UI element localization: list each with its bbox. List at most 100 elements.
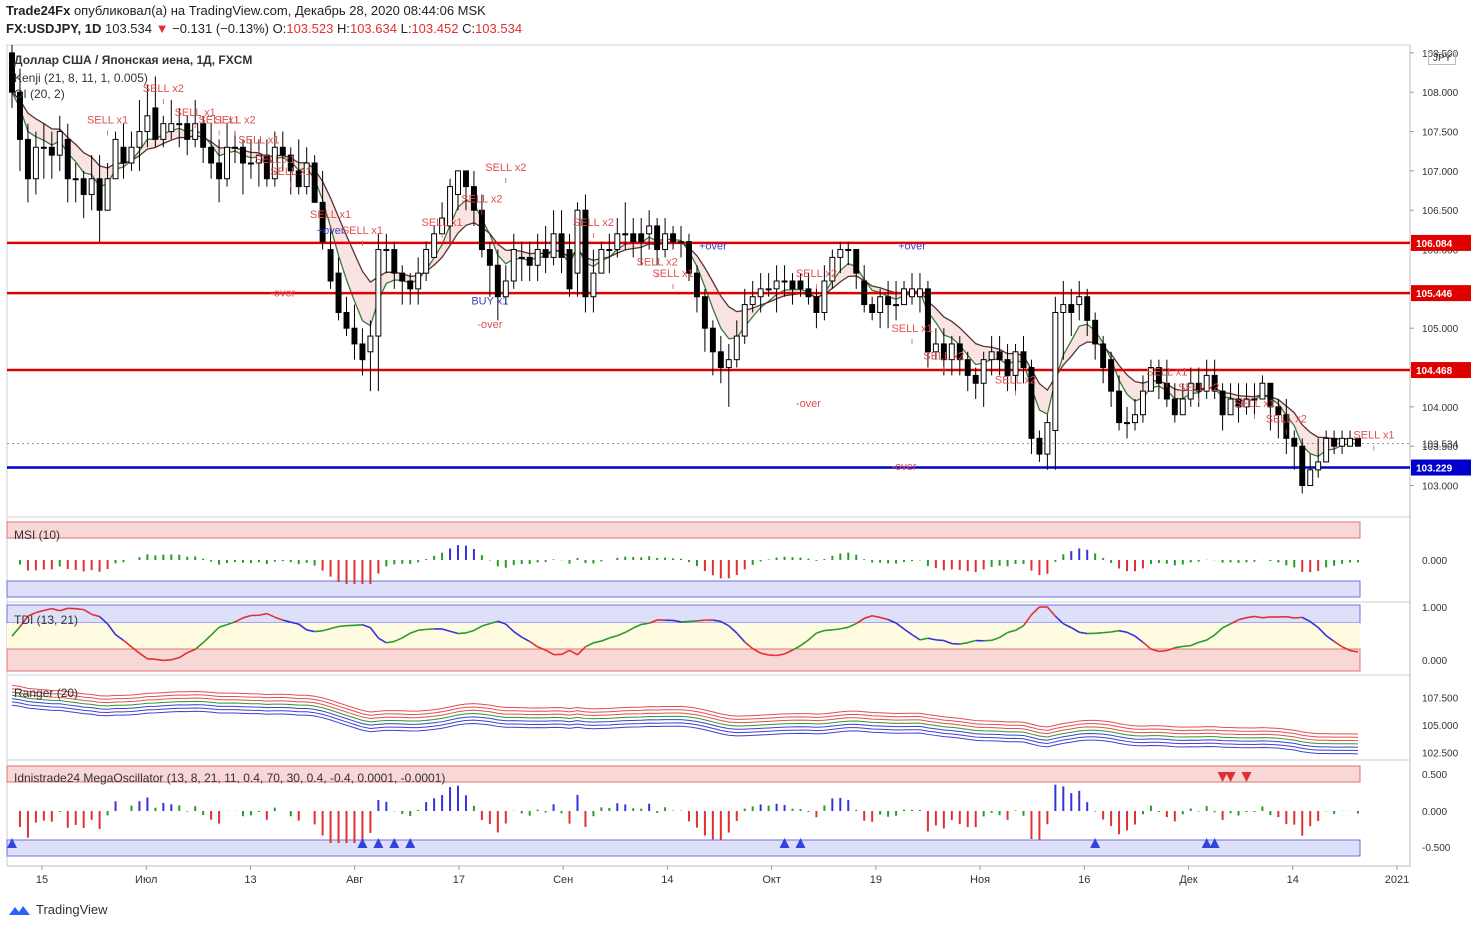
currency-badge[interactable]: JPY [1428, 52, 1457, 65]
over-label: +over [898, 241, 926, 253]
candle-body [725, 359, 732, 369]
candle-body [813, 296, 820, 313]
price-tick-label: 105.000 [1422, 324, 1459, 335]
tdi-line-segment [354, 624, 363, 627]
tdi-upper-zone [6, 604, 1361, 624]
tdi-line-segment [1214, 627, 1224, 636]
level-label-bg [1411, 285, 1471, 302]
tdi-line-segment [1190, 641, 1200, 647]
sell-signal-label: SELL x2 [573, 217, 614, 229]
tdi-line-segment [593, 640, 602, 644]
candle-body [1044, 422, 1051, 455]
tdi-line-segment [481, 622, 491, 627]
candle-body [208, 146, 215, 164]
tdi-line-segment [784, 649, 793, 655]
candle-body [327, 249, 334, 282]
kenji-label: Kenji (21, 8, 11, 1, 0.005) [14, 71, 148, 85]
price-tick-label: 106.000 [1422, 246, 1459, 257]
sell-signal-tick: ı [505, 175, 508, 185]
tdi-line-segment [1150, 648, 1160, 653]
candle-body [1108, 359, 1115, 392]
oi-label: OI (20, 2) [14, 87, 65, 101]
candle-body [964, 359, 971, 376]
published-text: опубликовал(а) на TradingView.com, Декаб… [73, 3, 486, 18]
tdi-line-segment [1142, 641, 1152, 650]
mega-buy-triangle-icon [389, 838, 400, 848]
candle-body [32, 146, 39, 180]
candle-body [1084, 296, 1091, 321]
down-arrow-icon: ▼ [155, 21, 169, 36]
mega-buy-triangle-icon [405, 838, 416, 848]
candle-body [1171, 398, 1178, 416]
tdi-line-segment [800, 639, 809, 647]
sell-signal-label: SELL x1 [421, 217, 462, 229]
time-tick-label: Авг [346, 874, 363, 886]
tdi-line-segment [83, 608, 93, 616]
tdi-line-segment [306, 629, 315, 633]
sell-signal-tick: ı [1166, 379, 1169, 389]
time-tick-label: 17 [453, 874, 465, 886]
tdi-line-segment [258, 612, 268, 617]
candle-body [853, 249, 860, 274]
candle-body [940, 343, 947, 361]
candle-body [1179, 398, 1186, 416]
sell-signal-tick: ı [218, 128, 221, 138]
candle-body [1092, 319, 1099, 345]
candle-body [216, 162, 223, 180]
ranger-band-line [11, 688, 1359, 738]
tdi-tick-label: 0.000 [1422, 656, 1447, 667]
time-tick-label: 16 [1078, 874, 1090, 886]
mega-tick-label: 0.000 [1422, 807, 1447, 818]
tdi-line-segment [122, 639, 132, 648]
sell-signal-label: SELL x1 [652, 268, 693, 280]
candle-body [1339, 437, 1346, 447]
tdi-line-segment [1158, 649, 1167, 653]
tdi-line-segment [210, 626, 220, 636]
candle-body [279, 146, 286, 156]
sell-signal-label: SELL x2 [995, 374, 1036, 386]
candle-body [502, 280, 509, 298]
tdi-line-segment [314, 629, 323, 633]
tdi-line-segment [194, 642, 204, 650]
sell-signal-label: SELL x1 [87, 115, 128, 127]
sell-signal-tick: ı [672, 281, 675, 291]
sell-signal-tick: ı [1285, 427, 1288, 437]
candle-body [1323, 437, 1330, 463]
tradingview-brand[interactable]: TradingView [8, 902, 108, 917]
candle-body [574, 209, 581, 274]
candle-body [1211, 374, 1218, 392]
candle-body [176, 123, 183, 126]
time-tick-label: 2021 [1385, 874, 1409, 886]
publisher-name: Trade24Fx [6, 3, 71, 18]
tdi-line-segment [138, 652, 148, 660]
candle-body [247, 162, 254, 165]
sell-signal-tick: ı [289, 179, 292, 189]
tdi-line-segment [393, 637, 403, 643]
tdi-line-segment [632, 623, 642, 629]
candle-body [184, 123, 191, 140]
tdi-line-segment [1022, 614, 1033, 627]
candle-body [837, 249, 844, 258]
over-label: -over [270, 288, 295, 300]
tdi-line-segment [489, 620, 499, 625]
candle-body [431, 233, 438, 258]
candle-body [733, 335, 740, 361]
tdi-tick-label: 1.000 [1422, 603, 1447, 614]
msi-lower-zone [6, 580, 1361, 598]
price-tick-label: 106.500 [1422, 206, 1459, 217]
ranger-tick-label: 105.000 [1422, 721, 1459, 732]
candle-body [144, 115, 151, 133]
candle-body [765, 288, 772, 291]
candle-body [781, 280, 788, 283]
level-label: 106.084 [1416, 239, 1453, 250]
mega-buy-triangle-icon [357, 838, 368, 848]
tdi-line-segment [1254, 615, 1263, 619]
candle-body [56, 131, 63, 156]
mega-sell-triangle-icon [1217, 772, 1228, 782]
tdi-line-segment [266, 612, 276, 618]
sell-signal-label: SELL x1 [198, 115, 239, 127]
candle-body [1012, 351, 1019, 376]
tdi-line-segment [457, 632, 467, 635]
tdi-line-segment [330, 625, 339, 630]
